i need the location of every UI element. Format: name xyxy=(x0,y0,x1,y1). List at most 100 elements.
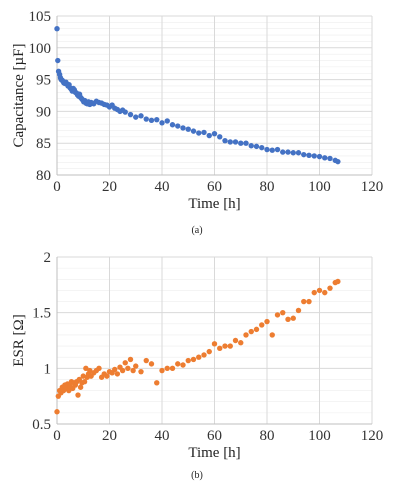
data-point xyxy=(253,326,260,333)
data-point xyxy=(206,348,212,355)
data-point xyxy=(164,365,170,372)
data-point xyxy=(306,298,312,305)
data-point xyxy=(154,116,160,123)
data-point xyxy=(248,328,254,335)
data-point xyxy=(96,365,102,372)
y-tick-label: 100 xyxy=(29,41,52,57)
data-point xyxy=(285,149,291,155)
data-point xyxy=(133,363,139,369)
data-point xyxy=(211,130,218,137)
data-point xyxy=(114,371,121,377)
y-tick-label: 1 xyxy=(44,361,52,377)
data-point xyxy=(316,287,323,294)
data-point xyxy=(190,356,197,363)
data-point xyxy=(264,146,270,153)
data-point xyxy=(54,26,60,32)
x-tick-label: 120 xyxy=(361,179,384,195)
data-point xyxy=(133,114,139,120)
data-point xyxy=(243,140,249,146)
y-tick-label: 80 xyxy=(36,168,51,184)
x-tick-label: 40 xyxy=(155,179,170,195)
data-point xyxy=(112,366,118,373)
data-point xyxy=(196,130,202,136)
y-tick-label: 95 xyxy=(36,73,51,89)
data-point xyxy=(238,340,244,346)
data-point xyxy=(206,132,212,139)
data-point xyxy=(217,134,223,140)
data-point xyxy=(335,158,341,165)
data-point xyxy=(311,153,317,159)
data-point xyxy=(180,362,186,368)
data-point xyxy=(301,298,307,305)
data-point xyxy=(81,378,88,385)
x-tick-label: 100 xyxy=(308,179,331,195)
data-point xyxy=(211,341,218,347)
data-point xyxy=(306,152,312,158)
data-point xyxy=(138,113,144,119)
x-tick-label: 120 xyxy=(361,428,384,444)
data-point xyxy=(222,343,228,349)
data-point xyxy=(248,143,254,149)
data-point xyxy=(185,357,191,364)
data-point xyxy=(290,315,296,321)
x-tick-label: 60 xyxy=(207,428,222,444)
data-point xyxy=(127,111,134,118)
data-point xyxy=(269,332,275,338)
x-tick-label: 20 xyxy=(102,428,117,444)
data-point xyxy=(154,380,160,386)
data-point xyxy=(327,285,333,291)
data-point xyxy=(190,128,197,134)
data-point xyxy=(159,120,165,126)
data-point xyxy=(87,367,93,374)
x-tick-label: 60 xyxy=(207,179,222,195)
data-point xyxy=(180,125,186,131)
data-point xyxy=(148,361,155,367)
y-axis-title: ESR [Ω] xyxy=(11,314,27,366)
data-point xyxy=(159,367,165,374)
data-point xyxy=(77,384,84,390)
data-point xyxy=(327,155,333,162)
data-point xyxy=(335,278,341,285)
data-point xyxy=(322,289,328,296)
data-point xyxy=(232,337,239,344)
x-tick-label: 40 xyxy=(155,428,170,444)
data-point xyxy=(169,365,176,372)
data-point xyxy=(143,116,149,122)
data-point xyxy=(322,155,328,161)
y-tick-label: 1.5 xyxy=(32,306,51,322)
caption-a: (a) xyxy=(191,225,202,236)
y-tick-label: 85 xyxy=(36,136,51,152)
x-tick-label: 100 xyxy=(308,428,331,444)
data-point xyxy=(290,150,296,156)
data-point xyxy=(201,352,207,358)
data-point xyxy=(122,360,128,366)
data-point xyxy=(169,122,176,128)
data-point xyxy=(217,345,223,351)
data-point xyxy=(311,289,317,296)
data-point xyxy=(122,109,128,115)
data-point xyxy=(75,392,81,398)
data-point xyxy=(301,151,307,158)
data-point xyxy=(259,144,265,151)
data-point xyxy=(227,139,233,145)
data-point xyxy=(274,146,281,153)
data-point xyxy=(127,356,134,363)
data-point xyxy=(222,137,228,144)
data-point xyxy=(125,365,131,372)
data-point xyxy=(196,354,202,360)
data-point xyxy=(269,147,275,153)
y-tick-label: 2 xyxy=(44,250,52,266)
capacitance-chart: 80 85 90 95 100 105 0 20 40 60 80 100 120 Time [h] Cap… xyxy=(11,9,383,212)
data-point xyxy=(285,316,291,323)
data-point xyxy=(164,118,170,124)
data-point xyxy=(148,117,155,124)
data-point xyxy=(227,343,233,349)
x-tick-label: 80 xyxy=(260,179,275,195)
data-point xyxy=(243,332,249,338)
data-point xyxy=(280,149,286,155)
data-point xyxy=(253,143,260,150)
x-axis-title: Time [h] xyxy=(188,445,240,461)
data-point xyxy=(295,307,302,314)
y-tick-label: 105 xyxy=(29,9,52,25)
